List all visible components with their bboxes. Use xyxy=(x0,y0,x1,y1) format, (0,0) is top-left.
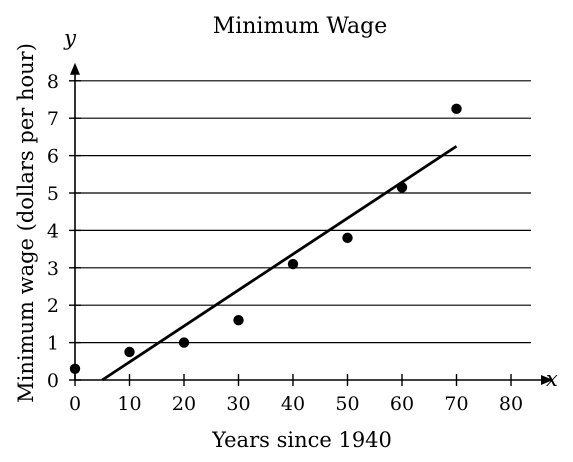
data-point-6 xyxy=(396,182,408,193)
data-point-5 xyxy=(342,232,353,244)
y-tick-label: 5 xyxy=(47,183,59,205)
y-tick-label: 8 xyxy=(47,71,59,93)
x-tick-label: 80 xyxy=(499,393,523,415)
data-point-3 xyxy=(233,314,244,326)
y-tick-label: 6 xyxy=(47,146,59,168)
x-axis-arrow xyxy=(541,375,553,385)
y-tick-label: 7 xyxy=(47,108,59,130)
x-tick-label: 50 xyxy=(335,393,359,415)
data-point-0 xyxy=(69,363,81,374)
y-tick-label: 3 xyxy=(47,258,59,280)
x-tick-label: 40 xyxy=(281,393,305,415)
best-fit-line xyxy=(101,145,458,382)
tick-labels: 0 10 20 30 40 50 60 70 80 0 1 2 3 4 5 6 7 8 xyxy=(47,71,523,415)
data-point-4 xyxy=(287,258,299,270)
y-tick-label: 2 xyxy=(47,295,59,317)
data-point-1 xyxy=(124,346,135,358)
x-tick-label: 20 xyxy=(172,393,196,415)
y-tick-label: 4 xyxy=(47,220,59,242)
data-points xyxy=(69,103,462,374)
chart-title: Minimum Wage xyxy=(213,14,388,39)
y-axis-arrow xyxy=(70,62,80,75)
y-tick-label: 1 xyxy=(47,333,59,355)
x-tick-label: 0 xyxy=(69,393,81,415)
x-variable-label: x xyxy=(546,367,558,391)
best-fit-line-layer xyxy=(101,145,458,382)
x-tick-label: 10 xyxy=(117,393,141,415)
x-tick-label: 30 xyxy=(226,393,250,415)
data-point-7 xyxy=(451,103,462,115)
y-variable-label: y xyxy=(63,26,77,50)
y-axis-label: Minimum wage (dollars per hour) xyxy=(14,43,38,403)
x-axis-label: Years since 1940 xyxy=(211,428,392,452)
axes xyxy=(69,62,553,386)
y-tick-label: 0 xyxy=(47,370,59,392)
x-tick-label: 70 xyxy=(444,393,468,415)
gridlines xyxy=(75,80,531,344)
data-point-2 xyxy=(178,337,190,348)
x-tick-label: 60 xyxy=(390,393,414,415)
